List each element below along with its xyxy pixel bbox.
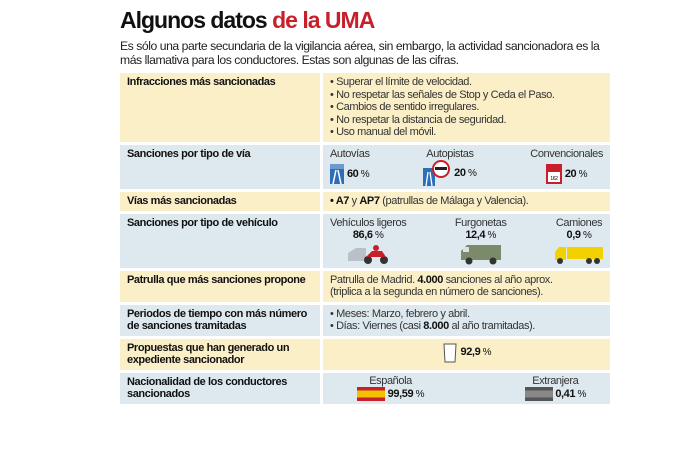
document-icon	[443, 343, 457, 362]
van-icon	[460, 244, 501, 264]
toll-motorway-sign-icon	[423, 160, 451, 186]
row-vehiculo: Sanciones por tipo de vehículo Vehículos…	[120, 213, 610, 268]
list-item: • No respetar las señales de Stop y Ceda…	[330, 88, 555, 101]
row-propuestas: Propuestas que han generado un expedient…	[120, 338, 610, 370]
subtitle: Es sólo una parte secundaria de la vigil…	[120, 39, 600, 67]
spain-flag-icon	[357, 387, 385, 401]
list-item: • Uso manual del móvil.	[330, 126, 436, 138]
row-patrulla: Patrulla que más sanciones propone Patru…	[120, 270, 610, 302]
row-infracciones: Infracciones más sancionadas • Superar e…	[120, 73, 610, 142]
patrulla-note: (triplica a la segunda en número de sanc…	[330, 286, 543, 298]
list-item: • Superar el límite de velocidad.	[330, 76, 472, 88]
data-table: Infracciones más sancionadas • Superar e…	[120, 73, 610, 404]
motorway-sign-icon	[330, 164, 345, 184]
infographic: Algunos datos de la UMA Es sólo una part…	[120, 6, 610, 407]
truck-icon	[555, 246, 603, 264]
list-item: • No respetar la distancia de seguridad.	[330, 113, 507, 126]
page-title: Algunos datos de la UMA	[120, 7, 375, 33]
row-vias-mas: Vías más sancionadas • A7 y AP7 (patrull…	[120, 192, 610, 211]
car-motorbike-icon	[348, 244, 389, 264]
road-km-marker-icon: 162	[546, 164, 563, 184]
row-nacionalidad: Nacionalidad de los conductores sanciona…	[120, 372, 610, 404]
foreign-flag-icon	[524, 387, 553, 401]
svg-text:162: 162	[551, 176, 559, 182]
row-periodos: Periodos de tiempo con más número de san…	[120, 304, 610, 336]
list-item: • Cambios de sentido irregulares.	[330, 101, 480, 113]
row-via: Sanciones por tipo de vía Autovías 60 % …	[120, 144, 610, 189]
